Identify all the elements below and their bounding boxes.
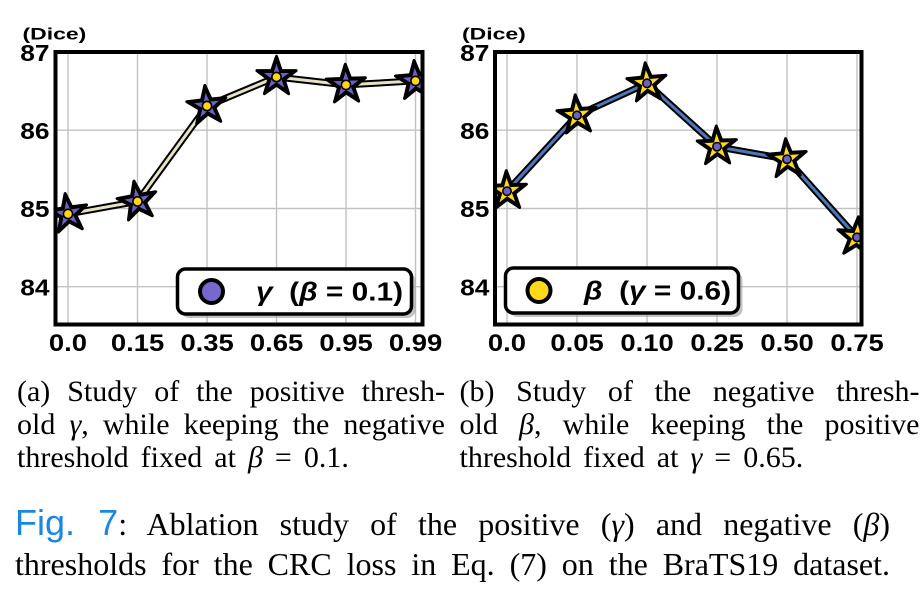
svg-text:85: 85 bbox=[460, 196, 489, 222]
svg-text:β (γ = 0.6): β (γ = 0.6) bbox=[583, 277, 731, 305]
svg-text:(Dice): (Dice) bbox=[462, 25, 526, 44]
svg-text:0.0: 0.0 bbox=[49, 328, 87, 356]
svg-text:87: 87 bbox=[460, 40, 489, 66]
svg-text:86: 86 bbox=[20, 118, 49, 144]
svg-text:0.95: 0.95 bbox=[319, 328, 372, 356]
svg-text:84: 84 bbox=[20, 275, 49, 301]
svg-text:85: 85 bbox=[20, 196, 49, 222]
svg-text:0.35: 0.35 bbox=[180, 328, 233, 356]
svg-text:84: 84 bbox=[460, 275, 489, 301]
svg-text:0.25: 0.25 bbox=[690, 328, 743, 356]
svg-text:86: 86 bbox=[460, 118, 489, 144]
svg-text:(Dice): (Dice) bbox=[23, 25, 87, 44]
svg-text:0.65: 0.65 bbox=[250, 328, 303, 356]
svg-text:0.0: 0.0 bbox=[488, 328, 526, 356]
svg-text:0.50: 0.50 bbox=[760, 328, 813, 356]
svg-text:γ (β = 0.1): γ (β = 0.1) bbox=[256, 278, 403, 306]
svg-text:87: 87 bbox=[20, 40, 49, 66]
svg-text:0.75: 0.75 bbox=[830, 328, 883, 356]
svg-text:0.99: 0.99 bbox=[389, 328, 442, 356]
svg-text:0.05: 0.05 bbox=[550, 328, 603, 356]
svg-text:0.10: 0.10 bbox=[620, 328, 673, 356]
svg-text:0.15: 0.15 bbox=[111, 328, 164, 356]
